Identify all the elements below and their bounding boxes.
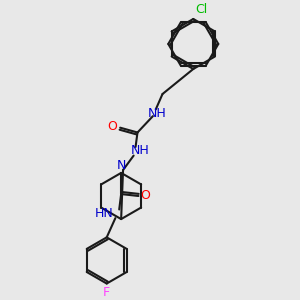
Text: Cl: Cl [195,3,208,16]
Text: O: O [140,190,150,202]
Text: N: N [116,159,126,172]
Text: HN: HN [95,207,113,220]
Text: NH: NH [131,144,149,157]
Text: NH: NH [148,107,167,120]
Text: F: F [103,286,110,299]
Text: O: O [107,120,117,133]
